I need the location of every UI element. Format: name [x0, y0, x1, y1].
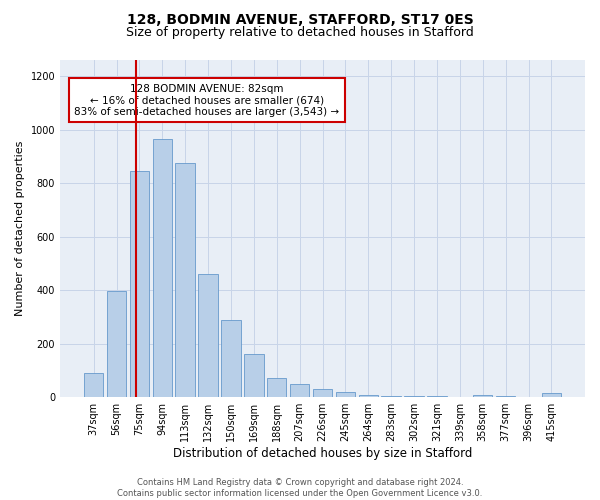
Bar [473, 394, 493, 397]
Bar [175, 163, 195, 397]
Text: Contains HM Land Registry data © Crown copyright and database right 2024.
Contai: Contains HM Land Registry data © Crown c… [118, 478, 482, 498]
Text: 128, BODMIN AVENUE, STAFFORD, ST17 0ES: 128, BODMIN AVENUE, STAFFORD, ST17 0ES [127, 12, 473, 26]
Bar [199, 274, 218, 397]
Bar [382, 396, 401, 397]
Bar [130, 171, 149, 397]
Bar [496, 396, 515, 397]
Text: 128 BODMIN AVENUE: 82sqm
← 16% of detached houses are smaller (674)
83% of semi-: 128 BODMIN AVENUE: 82sqm ← 16% of detach… [74, 84, 340, 117]
Bar [152, 139, 172, 397]
Bar [427, 396, 446, 397]
Bar [290, 384, 310, 397]
Bar [107, 292, 126, 397]
Bar [404, 396, 424, 397]
Bar [244, 354, 263, 397]
Bar [313, 389, 332, 397]
Bar [84, 373, 103, 397]
Bar [335, 392, 355, 397]
Text: Size of property relative to detached houses in Stafford: Size of property relative to detached ho… [126, 26, 474, 39]
X-axis label: Distribution of detached houses by size in Stafford: Distribution of detached houses by size … [173, 447, 472, 460]
Y-axis label: Number of detached properties: Number of detached properties [15, 141, 25, 316]
Bar [267, 378, 286, 397]
Bar [542, 393, 561, 397]
Bar [221, 320, 241, 397]
Bar [359, 394, 378, 397]
